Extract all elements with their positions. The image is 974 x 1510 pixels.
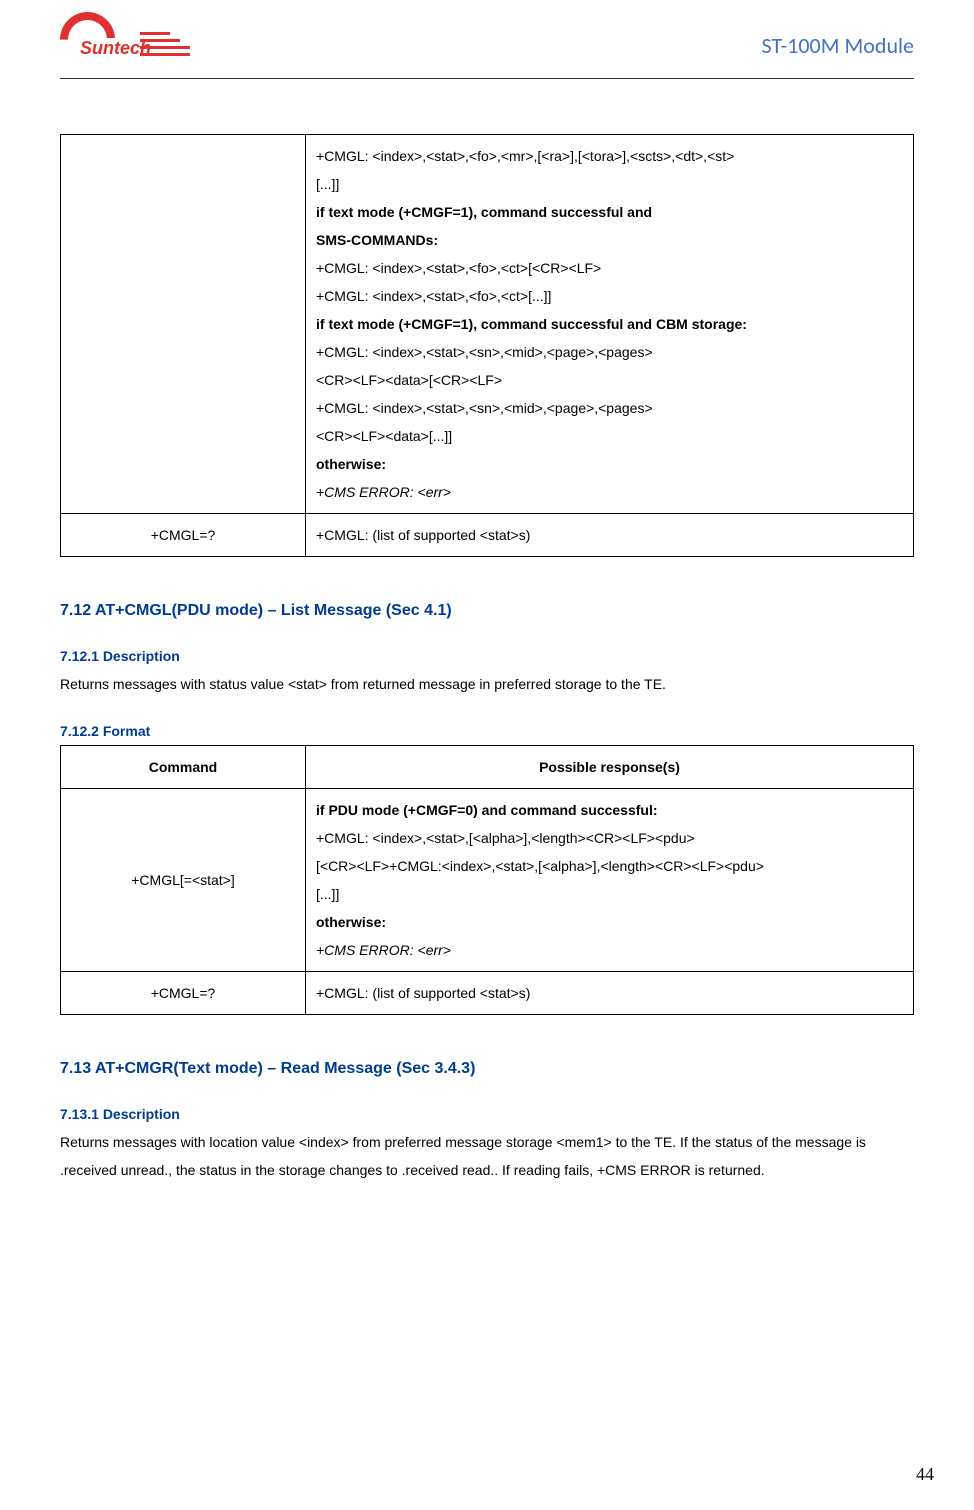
response-line: +CMGL: <index>,<stat>,<fo>,<ct>[<CR><LF> <box>316 254 903 282</box>
response-line: +CMGL: <index>,<stat>,<fo>,<ct>[...]] <box>316 282 903 310</box>
response-line: <CR><LF><data>[...]] <box>316 422 903 450</box>
table-cmgl-text: +CMGL: <index>,<stat>,<fo>,<mr>,[<ra>],[… <box>60 134 914 557</box>
response-cell: +CMGL: (list of supported <stat>s) <box>306 514 914 557</box>
response-line: otherwise: <box>316 450 903 478</box>
command-cell: +CMGL[=<stat>] <box>61 789 306 972</box>
logo: Suntech <box>60 20 190 70</box>
response-line: +CMGL: <index>,<stat>,<sn>,<mid>,<page>,… <box>316 394 903 422</box>
response-line: [<CR><LF>+CMGL:<index>,<stat>,[<alpha>],… <box>316 852 903 880</box>
page-number: 44 <box>916 1464 934 1485</box>
response-line: +CMGL: <index>,<stat>,<fo>,<mr>,[<ra>],[… <box>316 142 903 170</box>
table-row: +CMGL: <index>,<stat>,<fo>,<mr>,[<ra>],[… <box>61 135 914 514</box>
table-header-command: Command <box>61 746 306 789</box>
command-cell: +CMGL=? <box>61 972 306 1015</box>
description-text-712: Returns messages with status value <stat… <box>60 670 914 698</box>
table-header-response: Possible response(s) <box>306 746 914 789</box>
response-line: if PDU mode (+CMGF=0) and command succes… <box>316 796 903 824</box>
section-heading-712: 7.12 AT+CMGL(PDU mode) – List Message (S… <box>60 602 914 620</box>
subsection-heading-7121: 7.12.1 Description <box>60 648 914 664</box>
command-cell <box>61 135 306 514</box>
response-line: +CMS ERROR: <err> <box>316 478 903 506</box>
response-line: SMS-COMMANDs: <box>316 226 903 254</box>
document-title: ST-100M Module <box>762 32 914 59</box>
section-heading-713: 7.13 AT+CMGR(Text mode) – Read Message (… <box>60 1060 914 1078</box>
table-row: +CMGL=? +CMGL: (list of supported <stat>… <box>61 514 914 557</box>
table-header-row: Command Possible response(s) <box>61 746 914 789</box>
response-line: [...]] <box>316 880 903 908</box>
response-line: otherwise: <box>316 908 903 936</box>
response-line: +CMGL: <index>,<stat>,<sn>,<mid>,<page>,… <box>316 338 903 366</box>
subsection-heading-7131: 7.13.1 Description <box>60 1106 914 1122</box>
logo-graphic: Suntech <box>60 20 190 70</box>
response-cell: if PDU mode (+CMGF=0) and command succes… <box>306 789 914 972</box>
subsection-heading-7122: 7.12.2 Format <box>60 723 914 739</box>
table-cmgl-pdu: Command Possible response(s) +CMGL[=<sta… <box>60 745 914 1015</box>
page-header: Suntech ST-100M Module <box>60 20 914 79</box>
response-line: if text mode (+CMGF=1), command successf… <box>316 310 903 338</box>
response-line: if text mode (+CMGF=1), command successf… <box>316 198 903 226</box>
description-text-713: Returns messages with location value <in… <box>60 1128 914 1184</box>
response-line: +CMS ERROR: <err> <box>316 936 903 964</box>
table-row: +CMGL=? +CMGL: (list of supported <stat>… <box>61 972 914 1015</box>
table-row: +CMGL[=<stat>] if PDU mode (+CMGF=0) and… <box>61 789 914 972</box>
response-line: [...]] <box>316 170 903 198</box>
response-line: <CR><LF><data>[<CR><LF> <box>316 366 903 394</box>
response-line: +CMGL: <index>,<stat>,[<alpha>],<length>… <box>316 824 903 852</box>
response-cell: +CMGL: (list of supported <stat>s) <box>306 972 914 1015</box>
response-cell: +CMGL: <index>,<stat>,<fo>,<mr>,[<ra>],[… <box>306 135 914 514</box>
command-cell: +CMGL=? <box>61 514 306 557</box>
